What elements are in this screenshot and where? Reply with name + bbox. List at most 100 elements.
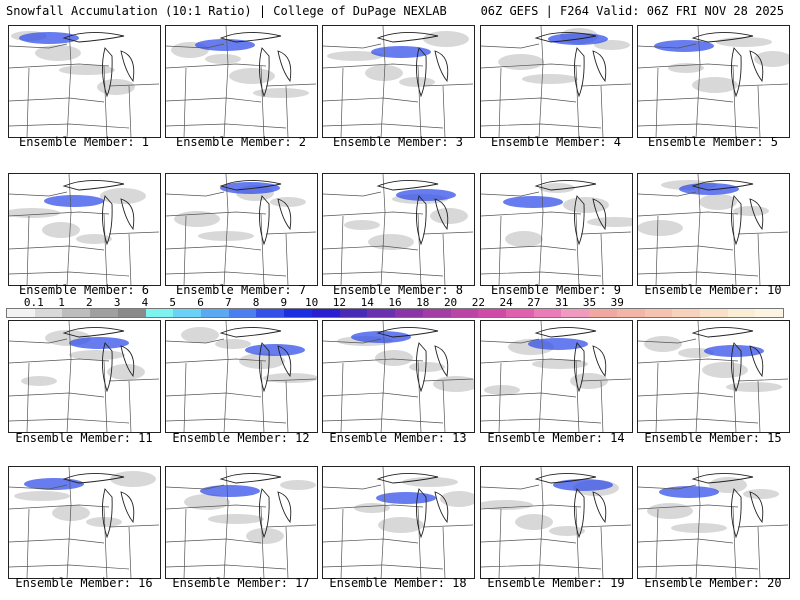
state-border	[265, 83, 317, 87]
state-border	[481, 418, 602, 424]
snow-band	[69, 337, 129, 349]
scale-swatch	[533, 309, 562, 317]
state-border	[285, 85, 289, 137]
great-lake-outline	[219, 32, 282, 43]
snow-band	[528, 338, 588, 350]
state-border	[732, 506, 737, 578]
state-border	[103, 213, 108, 285]
state-border	[498, 215, 502, 285]
map-canvas	[9, 321, 160, 432]
great-lake-outline	[102, 342, 113, 393]
state-border	[340, 362, 344, 432]
scale-label: 7	[224, 296, 232, 309]
state-border	[732, 360, 737, 432]
state-border	[481, 191, 540, 197]
state-border	[638, 123, 759, 129]
member-map	[8, 320, 161, 433]
state-border	[166, 338, 225, 344]
member-map	[8, 466, 161, 579]
snow-shading	[198, 231, 254, 241]
state-border	[166, 123, 287, 129]
state-border	[600, 233, 604, 285]
scale-swatch	[62, 309, 91, 317]
snow-shading	[205, 54, 241, 64]
snow-shading	[42, 222, 80, 238]
scale-label: 2	[86, 296, 93, 309]
state-border	[128, 233, 132, 285]
snow-shading	[498, 54, 544, 70]
map-canvas	[323, 321, 474, 432]
great-lake-outline	[259, 488, 270, 539]
state-border	[638, 484, 697, 490]
state-border	[481, 43, 540, 49]
member-label: Ensemble Member: 11	[15, 431, 153, 445]
great-lake-outline	[731, 47, 742, 98]
snow-shading	[97, 79, 135, 95]
state-border	[166, 245, 262, 251]
state-border	[638, 97, 734, 103]
state-border	[9, 338, 68, 344]
great-lake-outline	[120, 50, 135, 83]
scale-swatch	[755, 309, 784, 317]
state-border	[380, 26, 386, 137]
map-canvas	[481, 26, 632, 137]
member-label: Ensemble Member: 1	[18, 135, 150, 149]
great-lake-outline	[574, 488, 585, 539]
state-border	[166, 392, 262, 398]
snow-shading	[549, 526, 585, 536]
state-border	[66, 467, 72, 578]
snow-band	[200, 485, 260, 497]
snow-shading	[215, 339, 251, 349]
state-border	[538, 26, 544, 137]
state-border	[340, 215, 344, 285]
map-canvas	[481, 321, 632, 432]
great-lake-outline	[120, 198, 135, 231]
member-label: Ensemble Member: 7	[175, 283, 307, 297]
state-border	[9, 63, 110, 69]
scale-swatch	[699, 309, 728, 317]
state-border	[695, 174, 701, 285]
member-label: Ensemble Member: 18	[329, 576, 467, 590]
scale-label: 12	[332, 296, 347, 309]
snow-shading	[375, 350, 413, 366]
state-border	[638, 504, 739, 510]
member-label: Ensemble Member: 20	[644, 576, 782, 590]
state-border	[638, 358, 739, 364]
state-border	[166, 538, 262, 544]
state-border	[9, 484, 68, 490]
snow-shading	[21, 376, 57, 386]
snow-shading	[594, 40, 630, 50]
member-map	[322, 320, 475, 433]
scale-label: 3	[113, 296, 121, 309]
state-border	[422, 231, 474, 235]
snow-shading	[647, 503, 693, 519]
snow-shading	[587, 217, 632, 227]
great-lake-outline	[434, 198, 449, 231]
great-lake-outline	[120, 491, 135, 524]
scale-label: 6	[197, 296, 204, 309]
state-border	[481, 484, 540, 490]
member-map	[480, 466, 633, 579]
state-border	[9, 43, 68, 49]
state-border	[638, 338, 697, 344]
state-border	[417, 506, 422, 578]
member-label: Ensemble Member: 16	[15, 576, 153, 590]
state-border	[481, 271, 602, 277]
scale-swatch	[589, 309, 617, 317]
great-lake-outline	[102, 195, 113, 246]
map-title: Snowfall Accumulation (10:1 Ratio) | Col…	[6, 4, 447, 18]
great-lake-outline	[534, 473, 597, 484]
snow-shading	[733, 206, 769, 216]
snow-shading	[515, 514, 553, 530]
state-border	[538, 467, 544, 578]
state-border	[166, 211, 267, 217]
snow-band	[704, 345, 764, 357]
scale-swatch	[117, 309, 146, 317]
great-lake-outline	[219, 473, 282, 484]
snow-shading	[505, 231, 543, 247]
snow-shading	[229, 68, 275, 84]
map-canvas	[9, 174, 160, 285]
map-canvas	[166, 321, 317, 432]
state-border	[108, 83, 160, 87]
state-border	[260, 360, 265, 432]
